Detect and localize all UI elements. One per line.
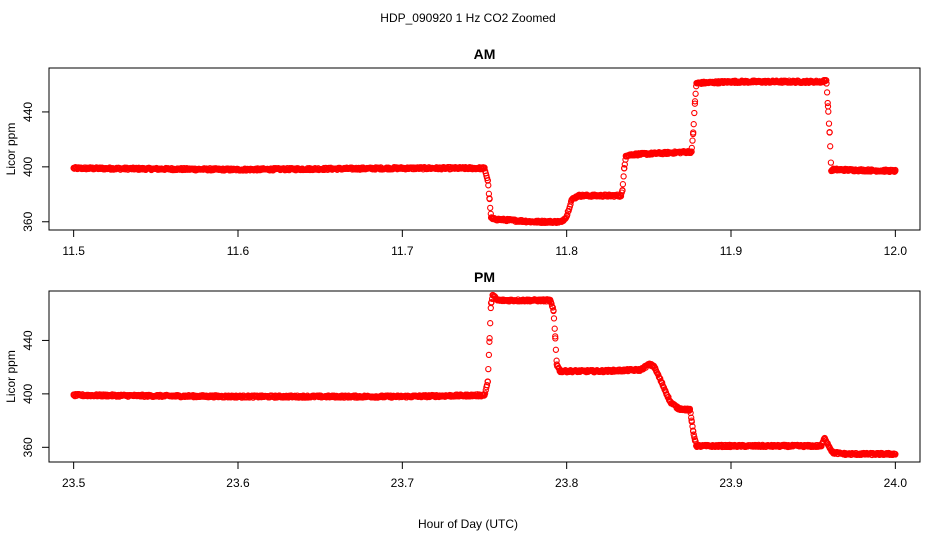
- am-data-point: [564, 211, 571, 218]
- pm-y-tick-label: 440: [21, 330, 35, 350]
- pm-data-point: [689, 423, 696, 430]
- am-data-point: [619, 187, 626, 194]
- pm-y-tick-label: 400: [21, 384, 35, 404]
- am-y-tick-label: 360: [21, 211, 35, 231]
- am-x-tick-label: 11.9: [720, 244, 743, 258]
- am-data-point: [485, 182, 492, 189]
- pm-data-point: [689, 427, 697, 434]
- am-plot-frame: [48, 67, 921, 231]
- pm-x-tick-label: 23.5: [62, 476, 86, 490]
- pm-data-point: [550, 315, 558, 322]
- pm-data-point: [553, 357, 560, 364]
- am-data-point: [822, 77, 829, 84]
- pm-data-point: [484, 378, 491, 385]
- figure-title: HDP_090920 1 Hz CO2 Zoomed: [380, 11, 555, 25]
- am-data-points: [70, 77, 899, 225]
- pm-data-trace: [70, 292, 899, 459]
- pm-panel-title: PM: [474, 269, 495, 285]
- pm-plot-frame: [48, 290, 921, 463]
- pm-y-tick-label: 360: [21, 437, 35, 457]
- pm-data-point: [550, 307, 557, 314]
- pm-data-point: [485, 351, 493, 359]
- am-data-point: [688, 148, 695, 155]
- pm-data-point: [487, 320, 494, 327]
- am-data-point: [692, 90, 699, 97]
- pm-data-point: [483, 381, 491, 389]
- pm-x-tick-label: 23.8: [555, 476, 579, 490]
- am-y-axis-label: Licor ppm: [4, 123, 18, 176]
- am-y-tick-label: 400: [21, 157, 35, 177]
- pm-data-point: [486, 335, 493, 342]
- am-x-tick-label: 11.6: [227, 244, 250, 258]
- pm-data-point: [485, 365, 492, 373]
- am-x-tick-label: 11.7: [391, 244, 414, 258]
- pm-data-point: [548, 300, 555, 307]
- pm-data-point: [552, 346, 560, 353]
- pm-data-point: [688, 414, 695, 421]
- am-data-point: [487, 204, 494, 212]
- pm-data-point: [691, 433, 698, 441]
- pm-y-axis-label: Licor ppm: [4, 350, 18, 403]
- am-data-trace: [70, 76, 899, 226]
- am-data-point: [690, 121, 697, 128]
- pm-data-point: [486, 338, 493, 345]
- am-x-tick-label: 11.8: [555, 244, 578, 258]
- x-axis-label: Hour of Day (UTC): [418, 517, 518, 531]
- am-data-point: [689, 130, 697, 138]
- pm-x-tick-label: 23.9: [719, 476, 743, 490]
- am-data-point: [688, 144, 695, 152]
- am-data-point: [621, 165, 628, 172]
- am-data-point: [827, 143, 834, 150]
- am-data-point: [823, 89, 831, 96]
- pm-data-point: [488, 299, 495, 306]
- pm-data-point: [892, 451, 899, 458]
- pm-x-tick-label: 24.0: [884, 476, 908, 490]
- pm-data-point: [551, 325, 558, 332]
- am-data-point: [481, 164, 488, 171]
- am-panel: AM 11.5 11.6 11.7 11.8 11.9 12.0 360 400 440Licor…: [4, 46, 921, 258]
- am-data-point: [689, 137, 696, 144]
- am-data-point: [825, 108, 832, 115]
- pm-data-point: [552, 335, 559, 342]
- am-x-tick-label: 12.0: [884, 244, 908, 258]
- am-data-point: [823, 80, 830, 87]
- pm-data-points: [70, 291, 899, 458]
- am-data-point: [826, 129, 833, 136]
- pm-data-point: [686, 405, 694, 413]
- pm-data-point: [487, 304, 494, 312]
- pm-data-point: [552, 333, 559, 340]
- pm-data-point: [549, 304, 556, 311]
- pm-x-tick-label: 23.6: [226, 476, 250, 490]
- am-data-point: [691, 100, 699, 107]
- am-data-point: [486, 195, 493, 203]
- am-panel-title: AM: [474, 46, 496, 62]
- am-data-point: [619, 181, 627, 188]
- am-data-point: [691, 98, 699, 105]
- am-data-point: [691, 109, 698, 117]
- pm-data-point: [481, 390, 489, 397]
- am-x-tick-label: 11.5: [62, 244, 85, 258]
- am-data-point: [824, 99, 831, 107]
- am-data-point: [825, 120, 833, 127]
- am-data-point: [620, 173, 627, 180]
- am-y-tick-label: 440: [21, 102, 35, 122]
- pm-x-tick-label: 23.7: [391, 476, 415, 490]
- pm-panel: PM 23.5 23.6 23.7 23.8 23.9 24.0 360 400 440Licor…: [4, 269, 921, 490]
- pm-data-point: [690, 431, 697, 438]
- am-data-point: [827, 159, 835, 166]
- am-data-point: [892, 166, 899, 174]
